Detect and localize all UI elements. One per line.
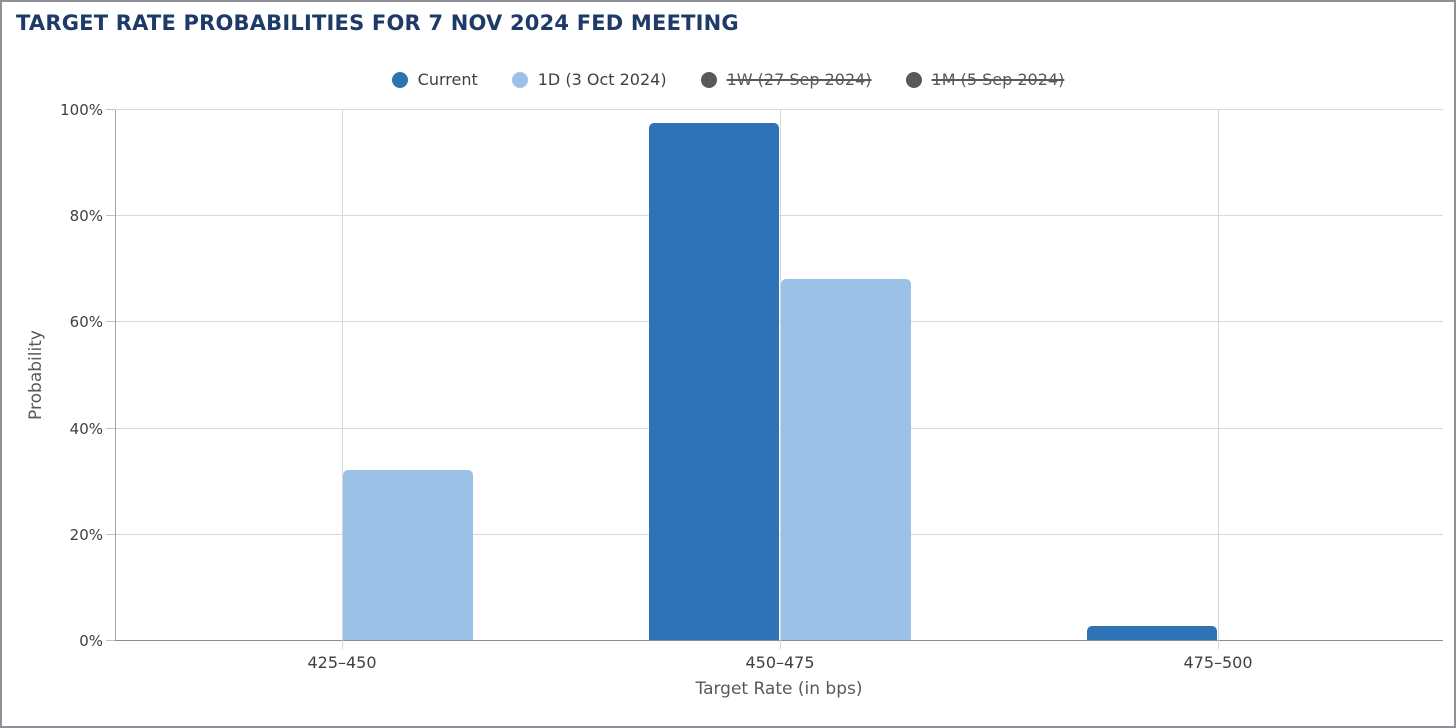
y-axis-title: Probability [26, 330, 46, 420]
legend: Current 1D (3 Oct 2024) 1W (27 Sep 2024) 1M… [2, 70, 1454, 89]
bar-1d-3-oct-2024-450-475 [781, 279, 911, 640]
legend-label: 1M (5 Sep 2024) [931, 70, 1065, 89]
y-axis-tick [106, 427, 115, 429]
y-axis-tick [106, 321, 115, 323]
legend-item-1d-3-oct-2024[interactable]: 1D (3 Oct 2024) [511, 70, 667, 89]
y-tick-label: 0% [79, 632, 103, 650]
gridline-horizontal [116, 215, 1443, 217]
gridline-vertical [342, 110, 343, 649]
legend-marker-icon [700, 71, 717, 88]
y-axis-tick [106, 109, 115, 110]
bar-current-450-475 [649, 122, 779, 640]
gridline-vertical [1218, 110, 1219, 649]
legend-label: 1D (3 Oct 2024) [537, 70, 667, 89]
gridline-horizontal [116, 109, 1443, 110]
legend-marker-icon [905, 71, 922, 88]
x-tick-label: 425–450 [307, 653, 377, 672]
y-axis-tick [106, 533, 115, 535]
y-axis-tick [106, 215, 115, 217]
legend-marker-icon [391, 71, 408, 88]
x-tick-label: 475–500 [1183, 653, 1253, 672]
legend-item-1w-27-sep-2024[interactable]: 1W (27 Sep 2024) [700, 70, 872, 89]
gridline-horizontal [116, 427, 1443, 429]
x-axis-title: Target Rate (in bps) [695, 679, 863, 699]
chart-title: TARGET RATE PROBABILITIES FOR 7 NOV 2024… [16, 11, 739, 35]
legend-item-1m-5-sep-2024[interactable]: 1M (5 Sep 2024) [905, 70, 1065, 89]
y-tick-label: 100% [60, 101, 103, 119]
gridline-horizontal [116, 533, 1443, 535]
gridline-vertical [780, 110, 781, 649]
y-tick-label: 20% [69, 525, 103, 544]
legend-marker-icon [511, 71, 528, 88]
plot-area: 0% 20% 40% 60% 80% 100% 425–450 450–475 475–500 [60, 101, 1443, 672]
x-tick-label: 450–475 [745, 653, 815, 672]
bar-1d-3-oct-2024-425-450 [343, 469, 473, 640]
legend-label: 1W (27 Sep 2024) [726, 70, 872, 89]
legend-item-current[interactable]: Current [391, 70, 478, 89]
y-axis-tick [106, 640, 115, 641]
y-tick-label: 80% [69, 207, 103, 226]
y-tick-label: 60% [69, 313, 103, 332]
legend-label: Current [417, 70, 478, 89]
gridline-horizontal [116, 321, 1443, 323]
bar-current-475-500 [1087, 626, 1217, 640]
y-tick-label: 40% [69, 419, 103, 438]
